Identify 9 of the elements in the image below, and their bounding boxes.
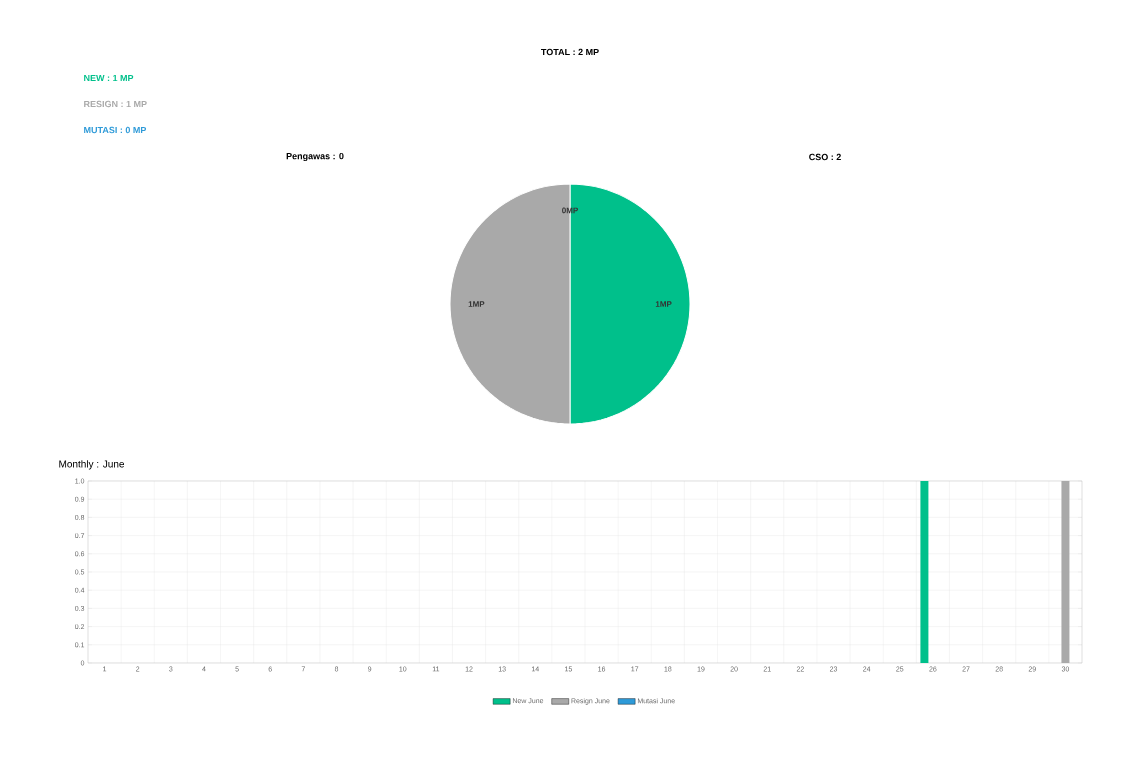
text: NEW : 1 MP	[84, 74, 134, 82]
data-label: 1MP	[655, 301, 672, 307]
text: RESIGN : 1 MP	[84, 100, 147, 108]
text: Pengawas : 0	[286, 152, 344, 162]
chart-title: Monthly : June	[59, 460, 125, 470]
text: MUTASI : 0 MP	[84, 126, 147, 134]
data-label: 1MP	[468, 301, 485, 307]
chart-title: TOTAL : 2 MP	[541, 48, 599, 56]
text: CSO : 2	[809, 153, 841, 161]
